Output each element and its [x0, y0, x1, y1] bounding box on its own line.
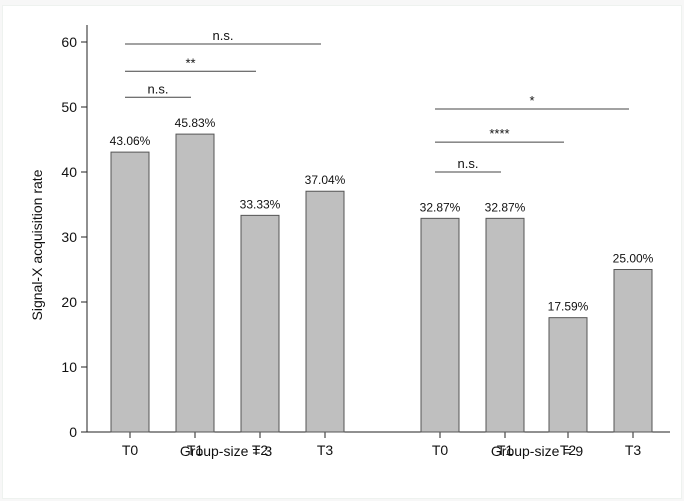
bar [240, 214, 280, 433]
y-tick-label: 50 [61, 99, 77, 115]
bar [305, 190, 345, 433]
x-tick-label: T0 [432, 442, 449, 458]
data-label: 45.83% [175, 116, 216, 130]
x-tick-label: T3 [625, 442, 642, 458]
significance-brackets: n.s.**n.s.n.s.***** [125, 28, 629, 173]
y-axis-label: Signal-X acquisition rate [29, 169, 45, 320]
data-label: 25.00% [613, 252, 654, 266]
y-tick-label: 60 [61, 34, 77, 50]
x-tick-label: T2 [560, 442, 577, 458]
y-tick-label: 40 [61, 164, 77, 180]
bar [420, 217, 460, 433]
bar [485, 217, 525, 433]
y-tick-label: 30 [61, 229, 77, 245]
significance-label: ** [185, 55, 195, 70]
bar [175, 133, 215, 433]
y-tick-label: 10 [61, 359, 77, 375]
value-labels: 43.06% 45.83% 33.33% 37.04% 32.87% 32.87% 17.5… [110, 116, 654, 314]
significance-label: * [529, 93, 534, 108]
data-label: 43.06% [110, 134, 151, 148]
significance-label: n.s. [148, 81, 169, 96]
data-label: 33.33% [240, 197, 281, 211]
data-label: 32.87% [420, 200, 461, 214]
x-tick-label: T1 [497, 442, 514, 458]
y-tick-label: 0 [69, 424, 77, 440]
bar [613, 269, 653, 433]
group-label: Group-size = 9 [491, 443, 583, 459]
data-label: 17.59% [548, 300, 589, 314]
significance-label: n.s. [458, 156, 479, 171]
bar [548, 317, 588, 433]
x-tick-label: T0 [122, 442, 139, 458]
group-label: Group-size = 3 [180, 443, 272, 459]
significance-label: n.s. [213, 28, 234, 43]
significance-label: **** [489, 126, 509, 141]
bar [110, 151, 150, 433]
x-tick-label: T3 [317, 442, 334, 458]
x-tick-label: T1 [187, 442, 204, 458]
data-label: 32.87% [485, 200, 526, 214]
y-tick-label: 20 [61, 294, 77, 310]
x-tick-label: T2 [252, 442, 269, 458]
bars [110, 133, 653, 433]
axes: 0 10 20 30 40 50 60 T0 T1 T2 T3 Group-size = 3 T0 T1 T… [61, 25, 670, 459]
data-label: 37.04% [305, 173, 346, 187]
